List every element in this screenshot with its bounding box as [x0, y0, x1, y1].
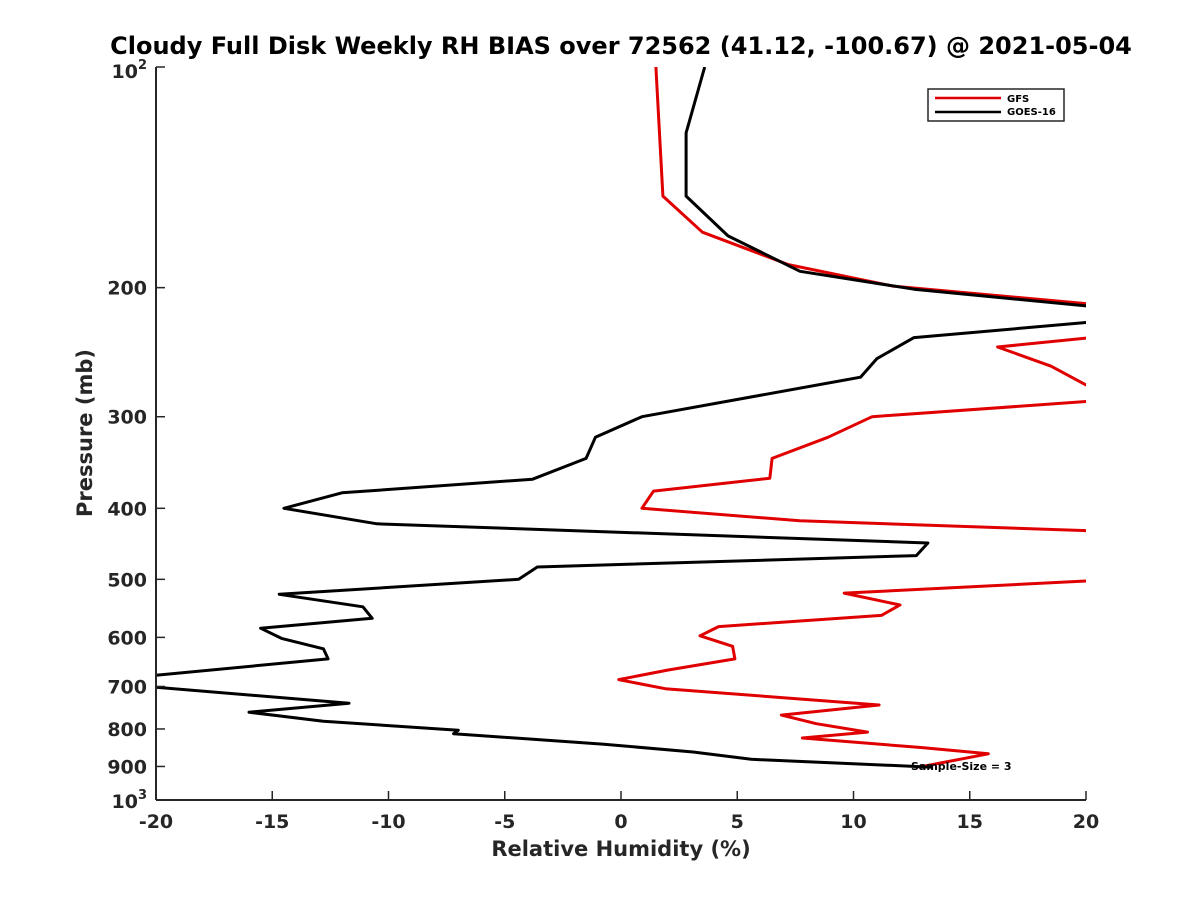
y-tick-label: 300 [107, 407, 147, 429]
x-ticks: -20 -15 -10 -5 0 5 10 15 20 [139, 791, 1099, 833]
x-tick-label: 20 [1073, 811, 1099, 833]
x-tick-label: -20 [139, 811, 173, 833]
axes [155, 67, 1086, 801]
y-tick-label: 600 [107, 627, 147, 649]
x-tick-label: 15 [957, 811, 983, 833]
series-layer [156, 67, 1086, 769]
y-tick-label: 700 [107, 676, 147, 698]
legend-box [927, 88, 1065, 122]
y-axis-label: Pressure (mb) [73, 349, 97, 517]
legend-label-gfs: GFS [1007, 94, 1029, 105]
legend: GFS GOES-16 [927, 88, 1065, 122]
series-line-gfs [617, 67, 1086, 769]
x-tick-label: -10 [371, 811, 405, 833]
y-tick-label: 400 [107, 498, 147, 520]
x-tick-label: 10 [840, 811, 866, 833]
y-tick-label: 200 [107, 278, 147, 300]
legend-label-goes16: GOES-16 [1007, 107, 1056, 118]
x-axis-label: Relative Humidity (%) [491, 837, 750, 861]
y-tick-label: 103 [112, 788, 148, 813]
x-tick-label: -5 [494, 811, 515, 833]
y-tick-label: 900 [107, 756, 147, 778]
x-tick-label: -15 [255, 811, 289, 833]
x-tick-label: 0 [614, 811, 627, 833]
y-tick-label: 102 [112, 58, 148, 83]
y-tick-label: 800 [107, 719, 147, 741]
series-line-goes16 [156, 67, 1086, 769]
y-ticks: 102 200 300 400 500 600 700 800 900 103 [107, 58, 165, 813]
sample-size-annotation: Sample-Size = 3 [911, 760, 1012, 773]
chart-title: Cloudy Full Disk Weekly RH BIAS over 725… [110, 32, 1132, 60]
x-tick-label: 5 [731, 811, 744, 833]
y-tick-label: 500 [107, 569, 147, 591]
